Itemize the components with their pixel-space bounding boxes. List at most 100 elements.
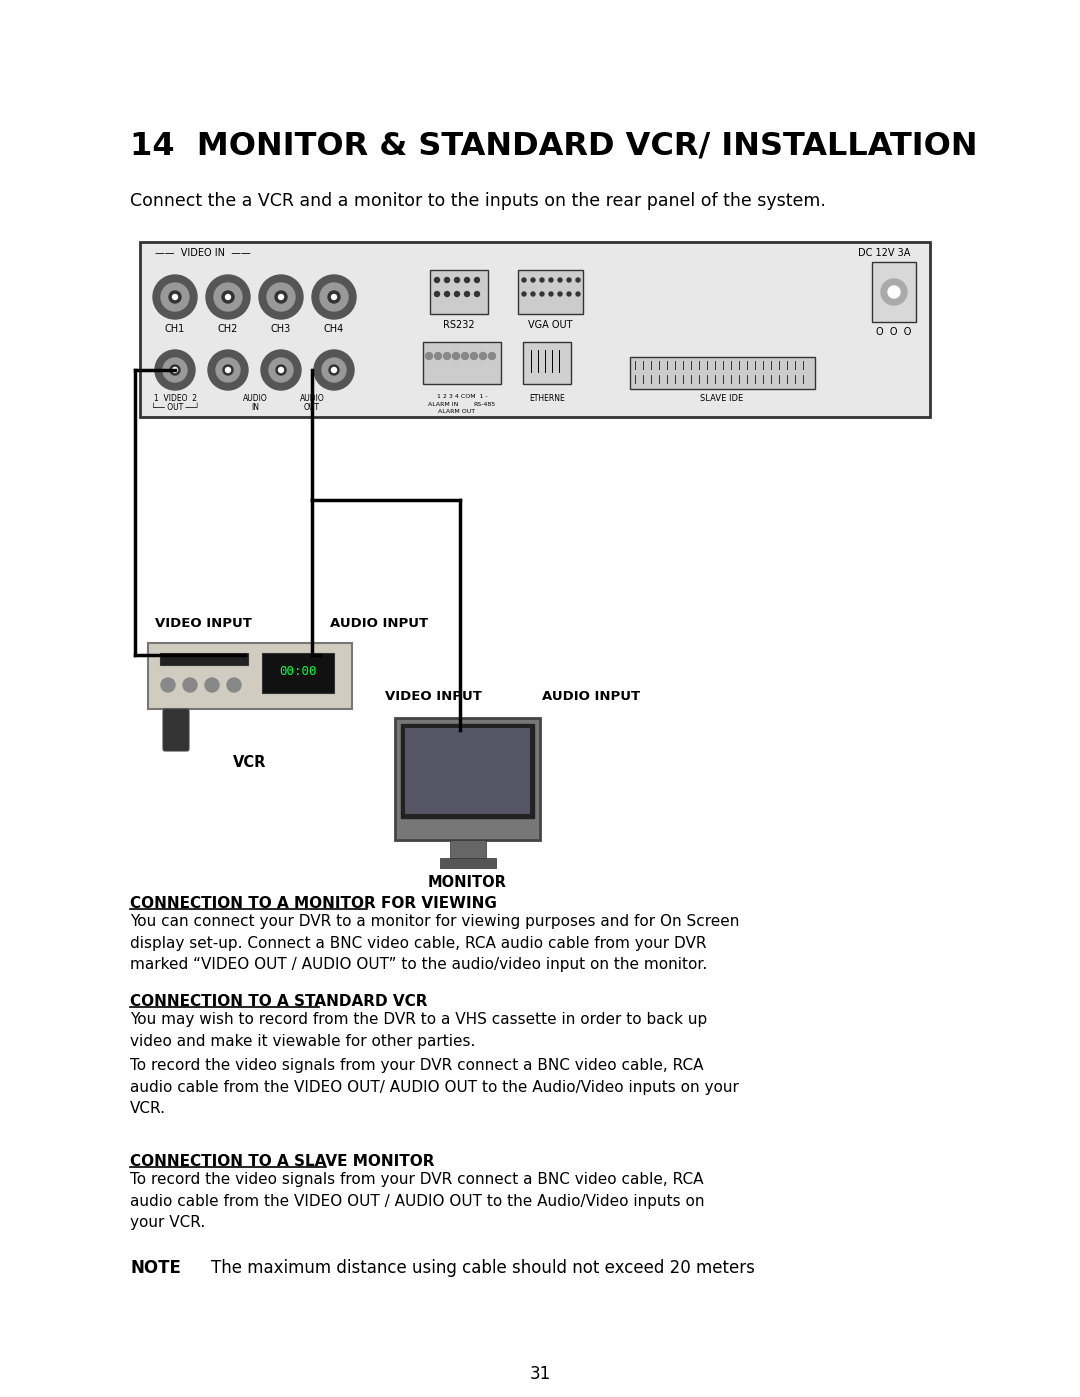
- Circle shape: [453, 352, 459, 359]
- Text: CH4: CH4: [324, 324, 345, 334]
- Circle shape: [474, 278, 480, 282]
- FancyBboxPatch shape: [440, 858, 496, 868]
- Circle shape: [214, 284, 242, 312]
- Text: CONNECTION TO A SLAVE MONITOR: CONNECTION TO A SLAVE MONITOR: [130, 1154, 434, 1169]
- Circle shape: [328, 291, 340, 303]
- Circle shape: [332, 295, 337, 299]
- FancyBboxPatch shape: [395, 718, 540, 840]
- Text: RS232: RS232: [443, 320, 475, 330]
- Text: AUDIO INPUT: AUDIO INPUT: [330, 617, 428, 630]
- Text: You may wish to record from the DVR to a VHS cassette in order to back up
video : You may wish to record from the DVR to a…: [130, 1011, 707, 1049]
- Circle shape: [275, 291, 287, 303]
- Text: CH1: CH1: [165, 324, 185, 334]
- Text: OUT: OUT: [303, 402, 320, 412]
- FancyBboxPatch shape: [262, 652, 334, 693]
- Circle shape: [267, 284, 295, 312]
- Circle shape: [488, 352, 496, 359]
- Circle shape: [445, 278, 449, 282]
- FancyBboxPatch shape: [872, 263, 916, 321]
- Circle shape: [279, 367, 283, 373]
- Circle shape: [222, 365, 233, 374]
- Text: IN: IN: [251, 402, 259, 412]
- Circle shape: [205, 678, 219, 692]
- Text: ETHERNE: ETHERNE: [529, 394, 565, 402]
- Text: DC 12V 3A: DC 12V 3A: [858, 249, 910, 258]
- FancyBboxPatch shape: [430, 270, 488, 314]
- Circle shape: [332, 367, 337, 373]
- Circle shape: [276, 365, 286, 374]
- FancyBboxPatch shape: [160, 652, 248, 665]
- Text: ALARM OUT: ALARM OUT: [438, 409, 475, 414]
- Circle shape: [320, 284, 348, 312]
- Circle shape: [173, 367, 177, 373]
- Text: Connect the a VCR and a monitor to the inputs on the rear panel of the system.: Connect the a VCR and a monitor to the i…: [130, 191, 826, 210]
- Text: VCR: VCR: [233, 754, 267, 770]
- Text: NOTE: NOTE: [130, 1259, 180, 1277]
- Circle shape: [312, 275, 356, 319]
- Text: ALARM IN: ALARM IN: [428, 402, 458, 407]
- Circle shape: [567, 292, 571, 296]
- Text: 1 2 3 4 COM  1 -: 1 2 3 4 COM 1 -: [436, 394, 487, 400]
- Circle shape: [329, 365, 339, 374]
- Circle shape: [259, 275, 303, 319]
- Circle shape: [163, 358, 187, 381]
- Circle shape: [888, 286, 900, 298]
- Circle shape: [314, 351, 354, 390]
- Text: 14  MONITOR & STANDARD VCR/ INSTALLATION: 14 MONITOR & STANDARD VCR/ INSTALLATION: [130, 130, 977, 161]
- Circle shape: [206, 275, 249, 319]
- Text: CONNECTION TO A MONITOR FOR VIEWING: CONNECTION TO A MONITOR FOR VIEWING: [130, 895, 497, 911]
- Circle shape: [549, 278, 553, 282]
- Circle shape: [461, 352, 469, 359]
- Circle shape: [471, 352, 477, 359]
- Circle shape: [522, 292, 526, 296]
- Circle shape: [455, 292, 459, 296]
- Circle shape: [269, 358, 293, 381]
- FancyBboxPatch shape: [163, 710, 189, 752]
- Text: ——  VIDEO IN  ——: —— VIDEO IN ——: [156, 249, 251, 258]
- Circle shape: [445, 292, 449, 296]
- Circle shape: [567, 278, 571, 282]
- Text: CONNECTION TO A STANDARD VCR: CONNECTION TO A STANDARD VCR: [130, 995, 428, 1009]
- Text: 31: 31: [529, 1365, 551, 1383]
- Text: AUDIO: AUDIO: [299, 394, 324, 402]
- Text: CH3: CH3: [271, 324, 292, 334]
- FancyBboxPatch shape: [630, 358, 815, 388]
- Circle shape: [444, 352, 450, 359]
- Circle shape: [576, 292, 580, 296]
- Circle shape: [549, 292, 553, 296]
- Text: VGA OUT: VGA OUT: [528, 320, 572, 330]
- Circle shape: [522, 278, 526, 282]
- Circle shape: [226, 367, 230, 373]
- Text: 00:00: 00:00: [280, 665, 316, 678]
- Circle shape: [226, 295, 230, 299]
- Circle shape: [208, 351, 248, 390]
- Text: MONITOR: MONITOR: [428, 875, 507, 890]
- Circle shape: [222, 291, 234, 303]
- Circle shape: [455, 278, 459, 282]
- Text: To record the video signals from your DVR connect a BNC video cable, RCA
audio c: To record the video signals from your DV…: [130, 1058, 739, 1116]
- Text: To record the video signals from your DVR connect a BNC video cable, RCA
audio c: To record the video signals from your DV…: [130, 1172, 704, 1231]
- Circle shape: [531, 292, 535, 296]
- Text: CH2: CH2: [218, 324, 239, 334]
- Circle shape: [434, 278, 440, 282]
- Text: SLAVE IDE: SLAVE IDE: [700, 394, 744, 402]
- Circle shape: [227, 678, 241, 692]
- Text: You can connect your DVR to a monitor for viewing purposes and for On Screen
dis: You can connect your DVR to a monitor fo…: [130, 914, 740, 972]
- Circle shape: [464, 292, 470, 296]
- Circle shape: [216, 358, 240, 381]
- Text: O  O  O: O O O: [876, 327, 912, 337]
- Text: 1  VIDEO  2: 1 VIDEO 2: [153, 394, 197, 402]
- Circle shape: [474, 292, 480, 296]
- FancyBboxPatch shape: [405, 728, 530, 814]
- FancyBboxPatch shape: [140, 242, 930, 416]
- FancyBboxPatch shape: [148, 643, 352, 710]
- FancyBboxPatch shape: [523, 342, 571, 384]
- Circle shape: [161, 678, 175, 692]
- Circle shape: [464, 278, 470, 282]
- Text: VIDEO INPUT: VIDEO INPUT: [156, 617, 252, 630]
- Circle shape: [576, 278, 580, 282]
- Circle shape: [558, 278, 562, 282]
- FancyBboxPatch shape: [518, 270, 583, 314]
- Circle shape: [426, 352, 432, 359]
- Circle shape: [173, 295, 177, 299]
